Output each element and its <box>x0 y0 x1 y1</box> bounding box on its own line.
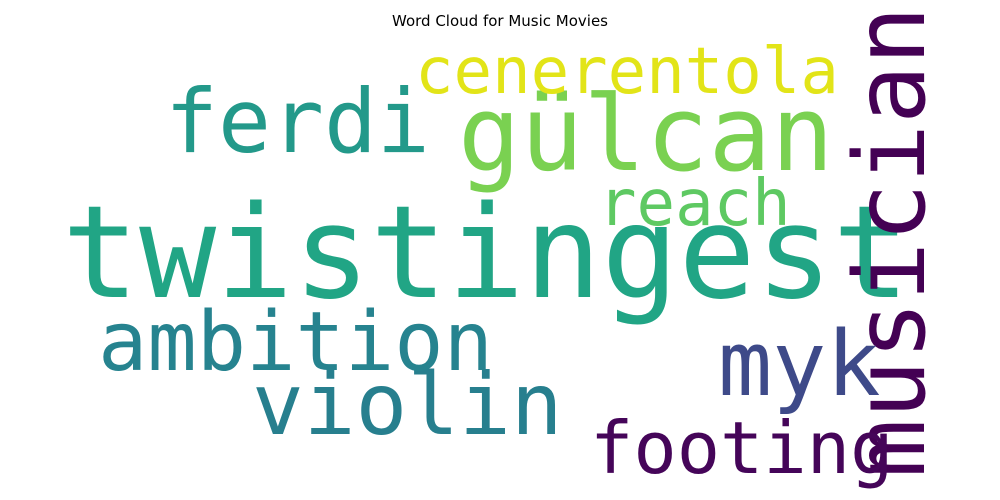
word-myk: myk <box>718 312 881 417</box>
word-violin: violin <box>252 355 563 455</box>
word-reach: reach <box>598 167 791 241</box>
chart-title: Word Cloud for Music Movies <box>392 12 608 30</box>
word-cenerentola: cenerentola <box>415 35 839 109</box>
word-ambition: ambition <box>98 295 493 390</box>
word-ferdi: ferdi <box>165 70 430 173</box>
word-footing: footing <box>590 406 894 490</box>
word-twistingest: twistingest <box>62 179 910 328</box>
word-gulcan: gülcan <box>458 73 834 195</box>
